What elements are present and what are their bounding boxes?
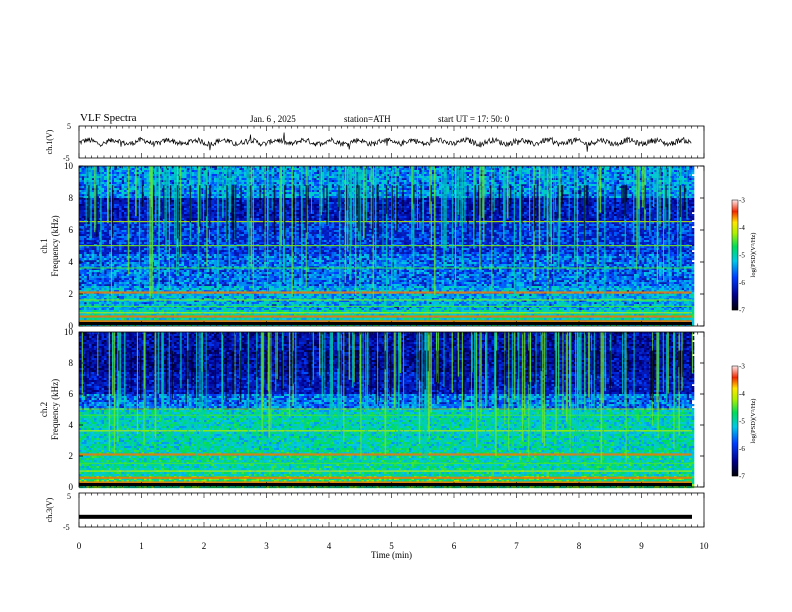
ch1-band-line	[79, 267, 692, 269]
ch2-band-line	[79, 462, 692, 464]
x-tick-label: 5	[389, 541, 394, 551]
ch2-colorbar-tick: -7	[739, 473, 745, 481]
ch2-ytick-label: 6	[69, 389, 74, 399]
ch2-colorbar-label: log(PSD)(V²/Hz)	[750, 399, 757, 444]
chart-title: VLF Spectra	[80, 112, 137, 124]
station-label: station=ATH	[344, 114, 391, 124]
ch2-colorbar-tick: -3	[739, 363, 745, 371]
ch3-ytick-bottom: -5	[63, 523, 70, 532]
ch3-ylabel: ch.3(V)	[45, 497, 54, 522]
x-tick-label: 6	[452, 541, 457, 551]
ch3-waveform-line	[79, 514, 692, 519]
ch1-ytick-label: 8	[69, 193, 74, 203]
ch2-ylabel-frequency: Frequency (kHz)	[50, 379, 60, 440]
ch1-ylabel-frequency: Frequency (kHz)	[50, 215, 60, 276]
ch2-ylabel-channel: ch.2	[39, 402, 49, 417]
ch1-colorbar-tick: -4	[739, 224, 745, 232]
ch2-band-line	[79, 476, 692, 479]
ch1-ylabel-channel: ch.1	[39, 238, 49, 253]
ch1-ytick-label: 2	[69, 289, 74, 299]
ch1-waveform-line	[78, 132, 692, 152]
ch2-ytick-label: 0	[69, 482, 74, 492]
ch2-colorbar-tick: -5	[739, 418, 745, 426]
ch1-band-line	[79, 221, 692, 223]
ch1-colorbar	[731, 199, 739, 311]
ch2-colorbar-tick: -4	[739, 390, 745, 398]
start-ut-label: start UT = 17: 50: 0	[438, 114, 509, 124]
x-tick-label: 2	[202, 541, 207, 551]
ch1-spectrogram-image	[79, 166, 695, 327]
x-tick-label: 9	[639, 541, 644, 551]
ch1-band-line	[79, 245, 692, 247]
ch1-band-line	[79, 312, 692, 314]
ch1-ytick-label: 0	[69, 321, 74, 331]
ch1-band-line	[79, 299, 692, 301]
ch1-band-line	[79, 305, 692, 307]
ch1-band-line	[79, 320, 692, 323]
ch2-spectrogram-image	[79, 332, 695, 489]
x-tick-label: 4	[327, 541, 332, 551]
date-label: Jan. 6 , 2025	[250, 114, 296, 124]
ch3-axes-frame	[78, 492, 705, 528]
ch2-ytick-label: 8	[69, 358, 74, 368]
ch1-colorbar-label: log(PSD)(V²/Hz)	[750, 233, 757, 278]
ch1-band-line	[79, 291, 692, 294]
x-axis-label: Time (min)	[371, 550, 412, 560]
x-tick-label: 7	[514, 541, 519, 551]
x-tick-label: 3	[264, 541, 269, 551]
ch1-ytick-bottom: -5	[63, 154, 70, 163]
ch2-colorbar-tick: -6	[739, 445, 745, 453]
ch1-band-line	[79, 315, 692, 318]
x-tick-label: 0	[77, 541, 82, 551]
ch1-colorbar-tick: -3	[739, 197, 745, 205]
ch1-ylabel: ch.1(V)	[45, 129, 54, 154]
ch1-ytick-label: 10	[64, 161, 74, 171]
ch1-colorbar-tick: -5	[739, 252, 745, 260]
ch2-colorbar	[731, 365, 739, 477]
ch1-colorbar-tick: -6	[739, 279, 745, 287]
ch2-ytick-label: 2	[69, 451, 74, 461]
ch2-ytick-label: 4	[69, 420, 74, 430]
x-tick-label: 8	[577, 541, 582, 551]
ch2-band-line	[79, 481, 692, 484]
ch3-ytick-top: 5	[67, 492, 71, 501]
ch1-ytick-label: 6	[69, 225, 74, 235]
ch2-band-line	[79, 470, 692, 472]
x-tick-label: 10	[700, 541, 710, 551]
ch1-ytick-top: 5	[67, 122, 71, 131]
ch1-colorbar-tick: -7	[739, 307, 745, 315]
ch2-ytick-label: 10	[64, 327, 74, 337]
ch1-ytick-label: 4	[69, 257, 74, 267]
x-tick-label: 1	[139, 541, 144, 551]
